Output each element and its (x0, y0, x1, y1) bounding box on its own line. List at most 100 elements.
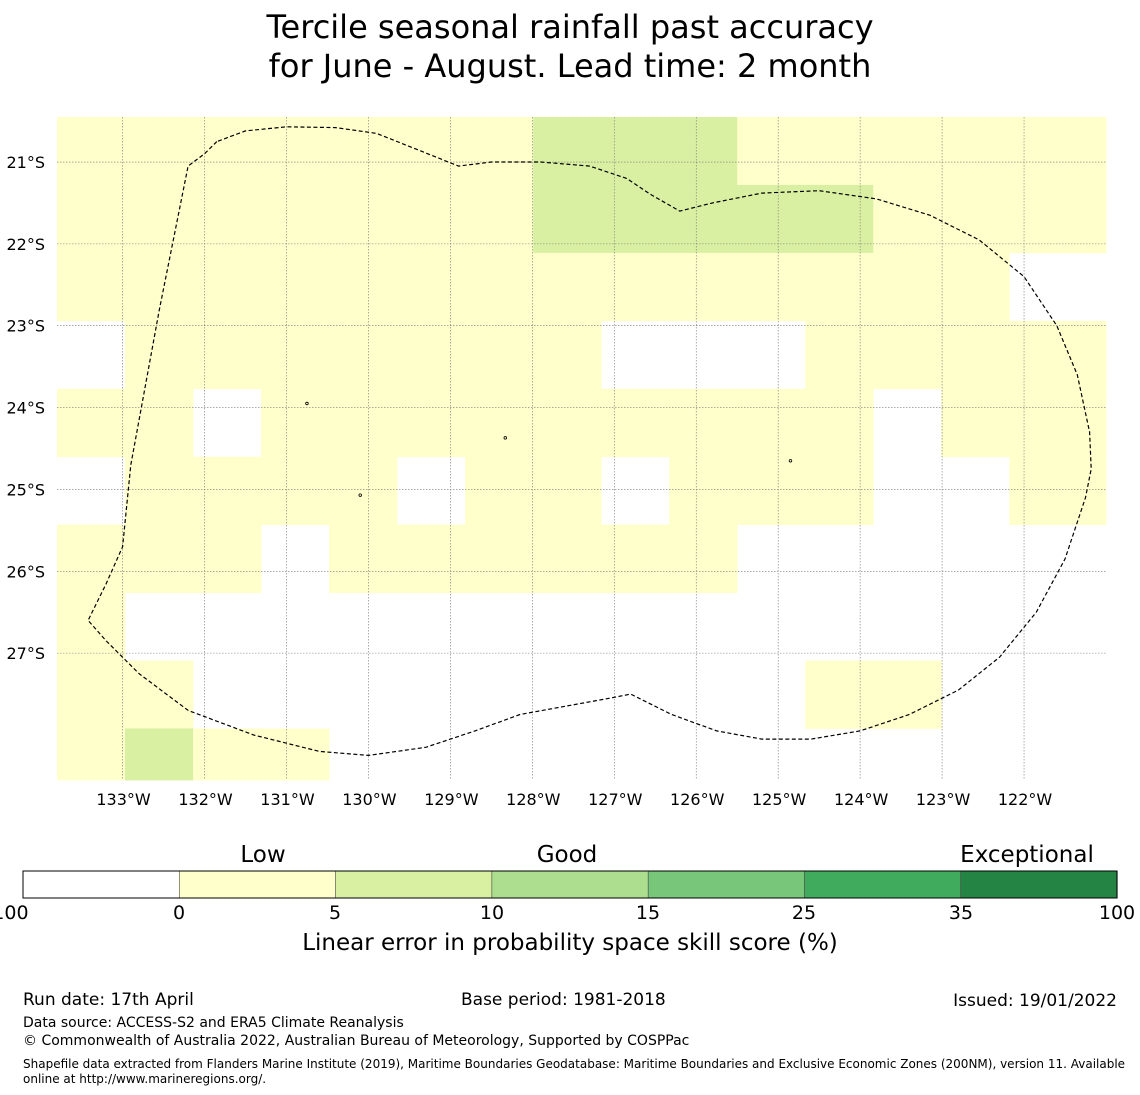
longitude-label: 132°W (178, 790, 233, 809)
colorbar-tick: 100 (1098, 902, 1136, 924)
longitude-label: 127°W (588, 790, 643, 809)
longitude-label: 128°W (506, 790, 561, 809)
grid-cell (533, 524, 602, 593)
run-date: Run date: 17th April (23, 990, 194, 1010)
grid-cell (261, 456, 330, 526)
grid-cell (125, 456, 194, 526)
grid-cell (193, 252, 262, 322)
grid-cell (329, 320, 398, 390)
grid-cell (1077, 456, 1107, 526)
grid-cell (193, 456, 262, 526)
grid-cell (465, 252, 534, 322)
grid-cell (873, 252, 942, 322)
grid-cell (465, 320, 534, 390)
grid-cell (465, 388, 534, 458)
grid-cell (873, 117, 942, 186)
colorbar-category-low: Low (240, 842, 286, 868)
grid-cell (57, 117, 126, 186)
shapefile-credit-line-1: Shapefile data extracted from Flanders M… (23, 1057, 1126, 1071)
longitude-label: 126°W (670, 790, 725, 809)
grid-cell (941, 320, 1010, 390)
grid-cell (533, 456, 602, 526)
latitude-label: 26°S (6, 562, 45, 581)
grid-cell (125, 728, 194, 781)
grid-cell (737, 388, 806, 458)
latitude-label: 25°S (6, 480, 45, 499)
grid-cell (873, 320, 942, 390)
grid-cell (1077, 388, 1107, 458)
colorbar-tick: -100 (0, 902, 29, 924)
map-title-line-2: for June - August. Lead time: 2 month (268, 47, 872, 85)
island-marker (305, 401, 309, 406)
longitude-label: 133°W (96, 790, 151, 809)
grid-cell (737, 252, 806, 322)
colorbar-tick: 35 (948, 902, 974, 924)
colorbar-category-good: Good (536, 842, 598, 868)
grid-cell (805, 456, 874, 526)
grid-cell (669, 456, 738, 526)
grid-cell (941, 388, 1010, 458)
longitude-label: 122°W (998, 790, 1053, 809)
grid-cell (533, 184, 602, 254)
skill-score-grid (57, 117, 1107, 781)
grid-cell (1009, 320, 1078, 390)
grid-cell (397, 320, 466, 390)
grid-cell (397, 184, 466, 254)
grid-cell (669, 252, 738, 322)
grid-cell (57, 524, 126, 593)
island-marker (788, 459, 793, 463)
grid-cell (805, 660, 874, 729)
grid-cell (1009, 117, 1078, 186)
grid-cell (601, 117, 670, 186)
copyright: © Commonwealth of Australia 2022, Austra… (23, 1033, 690, 1049)
grid-cell (193, 117, 262, 186)
colorbar-swatch (647, 870, 806, 899)
latitude-label: 23°S (6, 317, 45, 336)
latitude-label: 24°S (6, 399, 45, 418)
grid-cell (601, 524, 670, 593)
longitude-label: 123°W (916, 790, 971, 809)
colorbar-category-exceptional: Exceptional (960, 842, 1094, 868)
grid-cell (737, 184, 806, 254)
colorbar (22, 870, 1118, 899)
grid-cell (1077, 184, 1107, 254)
grid-cell (1077, 320, 1107, 390)
grid-cell (125, 184, 194, 254)
colorbar-swatch (960, 870, 1118, 899)
grid-cell (941, 117, 1010, 186)
grid-cell (1009, 388, 1078, 458)
colorbar-frame (22, 870, 1118, 899)
grid-cell (261, 320, 330, 390)
longitude-label: 125°W (752, 790, 807, 809)
grid-cell (601, 184, 670, 254)
grid-cell (805, 184, 874, 254)
grid-cell (261, 117, 330, 186)
grid-cell (57, 728, 126, 781)
grid-cell (465, 524, 534, 593)
grid-cell (1009, 456, 1078, 526)
longitude-label: 124°W (834, 790, 889, 809)
eez-boundary-line (87, 126, 1092, 757)
colorbar-swatch (491, 870, 649, 899)
grid-cell (533, 252, 602, 322)
grid-cell (737, 456, 806, 526)
grid-cell (1077, 117, 1107, 186)
colorbar-label: Linear error in probability space skill … (302, 930, 838, 956)
latitude-label: 21°S (6, 153, 45, 172)
grid-cell (125, 320, 194, 390)
colorbar-tick: 0 (172, 902, 186, 924)
longitude-label: 131°W (260, 790, 315, 809)
colorbar-tick: 25 (791, 902, 817, 924)
grid-cell (397, 524, 466, 593)
grid-cell (193, 184, 262, 254)
grid-cell (397, 117, 466, 186)
grid-cell (261, 252, 330, 322)
grid-cell (805, 117, 874, 186)
grid-cell (329, 117, 398, 186)
shapefile-credit-line-2: online at http://www.marineregions.org/. (23, 1072, 267, 1086)
grid-cell (329, 252, 398, 322)
grid-cell (465, 184, 534, 254)
grid-cell (533, 117, 602, 186)
colorbar-tick: 15 (635, 902, 661, 924)
